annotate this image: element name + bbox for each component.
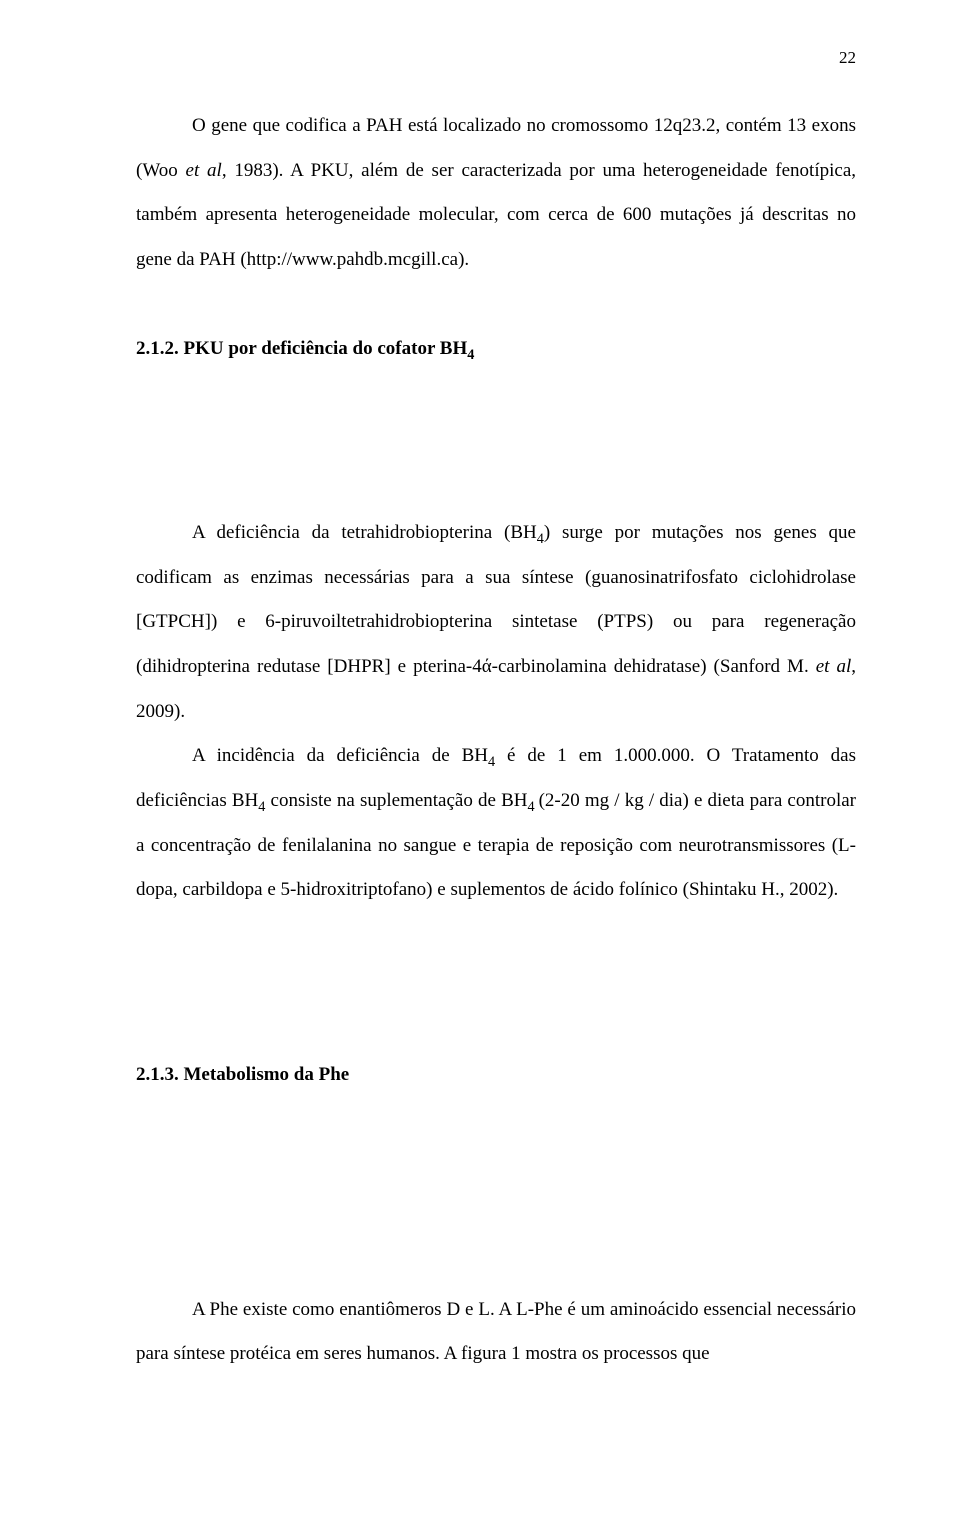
paragraph-2: A deficiência da tetrahidrobiopterina (B… xyxy=(136,511,856,734)
p1-italic: et al xyxy=(186,160,222,181)
section-heading-213: 2.1.3. Metabolismo da Phe xyxy=(136,1053,856,1098)
p2-fragment-c: ) surge por mutações nos genes que codif… xyxy=(136,522,856,677)
p2-italic: et al xyxy=(816,656,852,677)
p3-fragment-a: A incidência da deficiência de BH xyxy=(192,745,488,766)
page-number: 22 xyxy=(839,48,856,68)
heading1-sub: 4 xyxy=(467,346,474,362)
p3-fragment-e: consiste na suplementação de BH xyxy=(265,790,527,811)
paragraph-3: A incidência da deficiência de BH4 é de … xyxy=(136,734,856,913)
p3-sub-3: 4 xyxy=(527,799,538,815)
p1-fragment-c: , 1983). A PKU, além de ser caracterizad… xyxy=(136,160,856,270)
paragraph-1: O gene que codifica a PAH está localizad… xyxy=(136,104,856,283)
heading1-text: 2.1.2. PKU por deficiência do cofator BH xyxy=(136,338,467,359)
p2-fragment-a: A deficiência da tetrahidrobiopterina (B… xyxy=(192,522,537,543)
p2-sub-1: 4 xyxy=(537,531,544,547)
section-heading-212: 2.1.2. PKU por deficiência do cofator BH… xyxy=(136,327,856,372)
paragraph-4: A Phe existe como enantiômeros D e L. A … xyxy=(136,1288,856,1377)
